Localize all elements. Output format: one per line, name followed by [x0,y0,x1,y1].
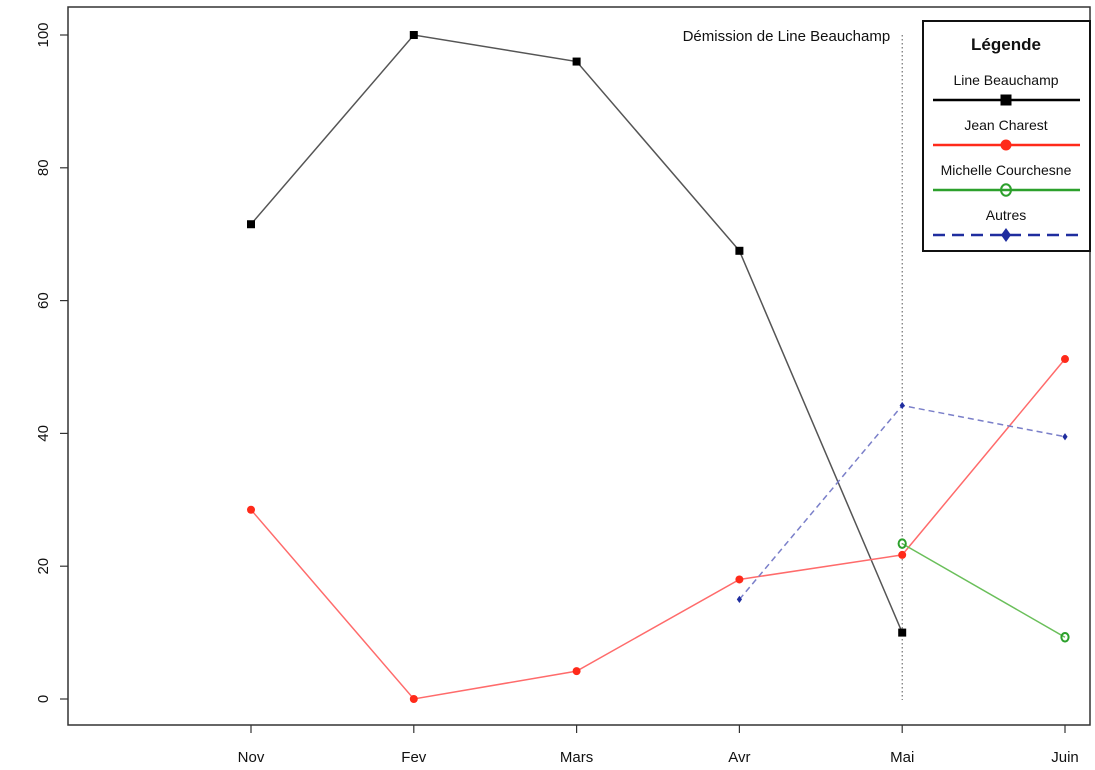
x-axis: Nov Fev Mars Avr Mai Juin [238,725,1079,766]
data-point [409,695,418,703]
data-point [736,595,742,604]
annotation-text: Démission de Line Beauchamp [683,28,891,45]
data-point [247,505,255,514]
y-tick-label: 0 [35,695,52,703]
y-tick-label: 40 [35,425,52,442]
legend-box [922,20,1091,252]
data-point [572,667,581,676]
legend-label: Autres [986,207,1026,223]
x-tick-label: Avr [728,749,750,766]
x-tick-label: Nov [238,749,265,766]
series-line [250,358,1066,700]
series-line [901,542,1066,638]
legend-entries: Line Beauchamp Jean Charest Michelle Courc… [933,72,1080,242]
series-line [738,404,1066,600]
legend-label: Michelle Courchesne [941,162,1072,178]
data-point [1060,632,1070,643]
y-tick-label: 20 [35,558,52,575]
data-point [1061,355,1069,364]
data-point [572,57,581,66]
series-michelle-courchesne [897,538,1070,643]
legend-label: Jean Charest [964,117,1047,133]
data-point [898,550,907,559]
series-autres [736,401,1068,604]
legend-marker [1001,228,1011,242]
x-tick-label: Mars [560,749,593,766]
legend-marker [1000,139,1012,151]
y-tick-label: 100 [35,22,52,47]
y-tick-label: 80 [35,159,52,176]
y-axis: 0 20 40 60 80 100 [35,22,68,703]
x-tick-label: Juin [1051,749,1079,766]
plot-frame [67,6,1091,726]
series-line-beauchamp [247,31,907,637]
y-tick-label: 60 [35,292,52,309]
series-jean-charest [247,355,1069,703]
data-point [1062,433,1068,441]
legend-label: Line Beauchamp [953,72,1058,88]
series-layer [247,31,1070,703]
data-point [735,246,744,255]
x-tick-label: Mai [890,749,914,766]
data-point [899,401,905,410]
legend-title: Légende [971,35,1041,54]
data-point [897,538,907,549]
legend: Légende Line Beauchamp Jean Charest Michel… [922,20,1091,252]
x-tick-label: Fev [401,749,427,766]
series-line [250,34,903,633]
data-point [247,220,255,229]
data-point [735,575,744,584]
legend-marker [1000,183,1012,197]
data-point [898,628,907,637]
data-point [409,31,418,39]
legend-marker [1000,94,1012,106]
